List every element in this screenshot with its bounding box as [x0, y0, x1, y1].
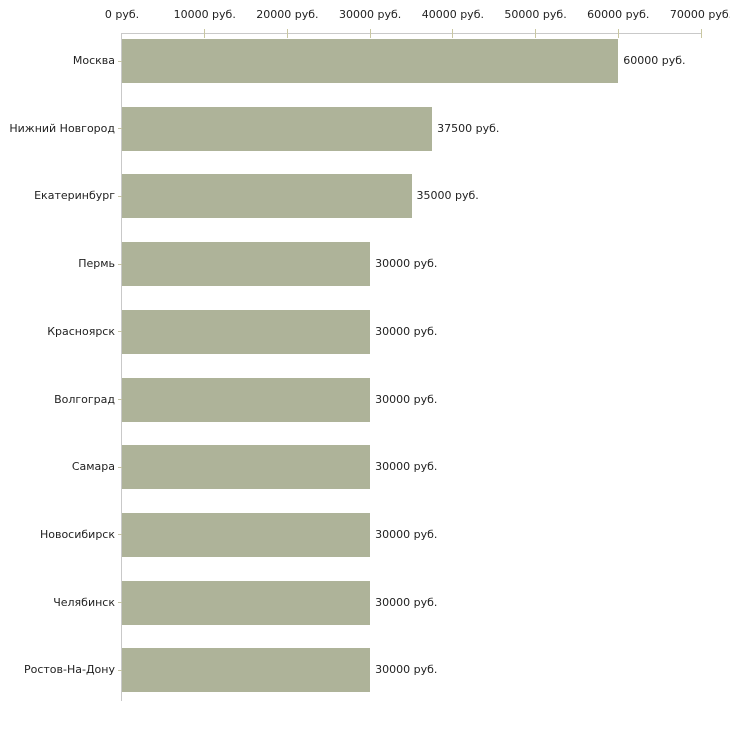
- y-axis-tick: [118, 331, 122, 333]
- x-axis-tick: [452, 29, 454, 38]
- bar: [122, 242, 371, 287]
- category-label: Челябинск: [53, 595, 115, 609]
- category-label: Пермь: [78, 257, 115, 271]
- x-axis-tick: [700, 29, 702, 38]
- x-axis-tick: [535, 29, 537, 38]
- category-label: Новосибирск: [39, 527, 115, 541]
- y-axis-tick: [118, 534, 122, 536]
- bar: [122, 445, 371, 490]
- bar: [122, 106, 433, 151]
- x-axis-tick-label: 40000 руб.: [421, 8, 484, 21]
- value-label: 30000 руб.: [375, 257, 438, 271]
- y-axis-tick: [118, 399, 122, 400]
- value-label: 30000 руб.: [375, 527, 438, 541]
- category-label: Нижний Новгород: [9, 121, 115, 135]
- y-axis-tick: [118, 128, 122, 130]
- bar: [122, 174, 412, 219]
- value-label: 37500 руб.: [437, 121, 500, 135]
- x-axis-tick: [369, 29, 371, 38]
- y-axis-tick: [118, 669, 122, 671]
- x-axis-tick-label: 70000 руб.: [669, 8, 730, 21]
- value-label: 30000 руб.: [375, 324, 438, 338]
- y-axis-tick: [118, 60, 122, 62]
- category-label: Волгоград: [54, 392, 115, 406]
- category-label: Москва: [72, 54, 115, 67]
- x-axis-tick: [617, 29, 619, 38]
- x-axis-tick-label: 10000 руб.: [173, 8, 236, 21]
- y-axis-tick: [118, 195, 122, 197]
- y-axis-tick: [118, 263, 122, 265]
- value-label: 30000 руб.: [375, 663, 438, 677]
- x-axis-tick-label: 0 руб.: [104, 8, 140, 21]
- x-axis-tick: [286, 29, 288, 38]
- plot-area: 0 руб. 10000 руб. 20000 руб. 30000 руб. 4000…: [9, 8, 730, 701]
- value-label: 35000 руб.: [416, 189, 479, 203]
- bar: [122, 580, 371, 625]
- category-label: Самара: [71, 460, 115, 474]
- category-label: Красноярск: [47, 324, 115, 338]
- bar: [122, 39, 619, 83]
- category-label: Екатеринбург: [34, 189, 115, 203]
- y-axis-tick: [118, 466, 122, 468]
- x-axis-tick-label: 50000 руб.: [504, 8, 567, 21]
- bar: [122, 309, 371, 354]
- bar: [122, 377, 371, 422]
- x-axis-tick: [204, 29, 206, 38]
- value-label: 30000 руб.: [375, 595, 438, 609]
- x-axis-tick-label: 30000 руб.: [339, 8, 402, 21]
- value-label: 30000 руб.: [375, 392, 438, 406]
- value-label: 60000 руб.: [623, 54, 686, 67]
- category-label: Ростов-На-Дону: [23, 663, 115, 677]
- bar: [122, 512, 371, 557]
- x-axis-tick-label: 20000 руб.: [256, 8, 319, 21]
- bar: [122, 648, 371, 693]
- y-axis-tick: [118, 602, 122, 604]
- x-axis-tick-label: 60000 руб.: [587, 8, 650, 21]
- value-label: 30000 руб.: [375, 460, 438, 474]
